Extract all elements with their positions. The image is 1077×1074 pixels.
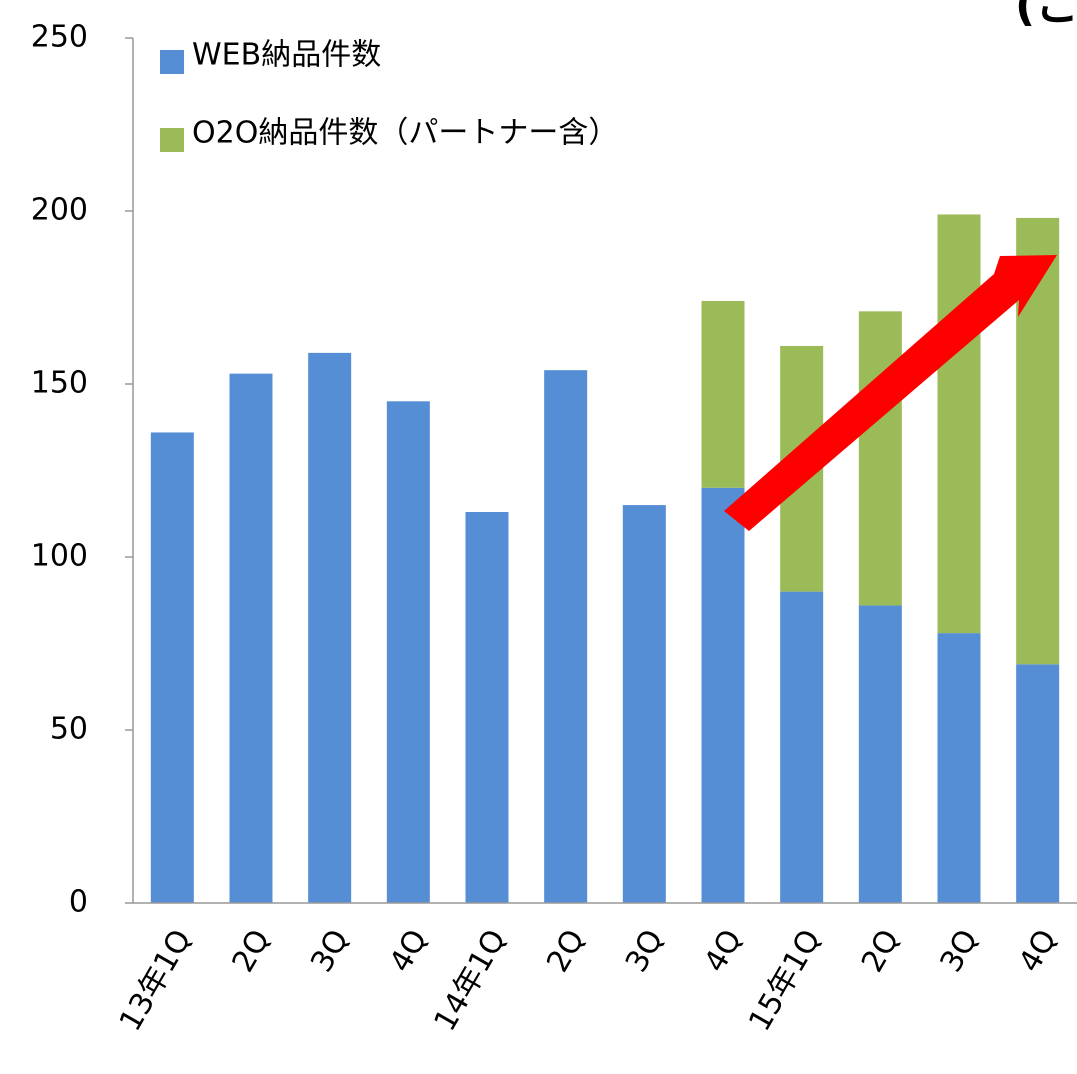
- x-tick-group: 4Q: [1012, 924, 1064, 978]
- bar: [544, 370, 588, 903]
- y-tick-label: 100: [31, 539, 88, 574]
- x-tick-group: 15年1Q: [742, 924, 828, 1038]
- bar: [858, 311, 902, 606]
- y-tick-label: 0: [69, 885, 88, 920]
- bar: [386, 401, 430, 903]
- x-tick-label: 2Q: [540, 924, 592, 978]
- x-tick-label: 3Q: [619, 924, 671, 978]
- y-tick-label: 150: [31, 366, 88, 401]
- x-tick-label: 4Q: [698, 924, 750, 978]
- y-tick-label: 250: [31, 20, 88, 55]
- x-tick-label: 4Q: [383, 924, 435, 978]
- x-tick-group: 2Q: [540, 924, 592, 978]
- bar: [465, 512, 509, 903]
- x-tick-group: 13年1Q: [113, 924, 199, 1038]
- x-tick-label: 3Q: [304, 924, 356, 978]
- x-tick-group: 3Q: [304, 924, 356, 978]
- x-tick-group: 14年1Q: [428, 924, 514, 1038]
- legend-swatch: [160, 50, 184, 74]
- annotation: (こ: [1015, 0, 1077, 31]
- bar: [150, 432, 194, 903]
- bar: [1016, 664, 1060, 903]
- x-tick-label: 3Q: [934, 924, 986, 978]
- bar: [308, 352, 352, 903]
- x-tick-group: 4Q: [383, 924, 435, 978]
- x-tick-group: 2Q: [226, 924, 278, 978]
- bar: [229, 373, 273, 903]
- x-tick-label: 2Q: [226, 924, 278, 978]
- bar: [780, 591, 824, 903]
- x-tick-label: 4Q: [1012, 924, 1064, 978]
- x-tick-group: 3Q: [934, 924, 986, 978]
- bar: [701, 487, 745, 903]
- legend-label: O2O納品件数（パートナー含）: [192, 116, 618, 151]
- x-tick-group: 3Q: [619, 924, 671, 978]
- trend-arrow: [724, 255, 1057, 531]
- x-tick-label: 14年1Q: [428, 924, 514, 1038]
- legend-swatch: [160, 128, 184, 152]
- bar: [858, 605, 902, 903]
- bar: [701, 300, 745, 488]
- x-tick-label: 13年1Q: [113, 924, 199, 1038]
- bar: [622, 505, 666, 903]
- x-tick-label: 15年1Q: [742, 924, 828, 1038]
- x-tick-group: 4Q: [698, 924, 750, 978]
- bar: [937, 214, 981, 634]
- y-tick-label: 200: [31, 193, 88, 228]
- bar: [937, 633, 981, 903]
- legend-label: WEB納品件数: [192, 38, 381, 73]
- y-tick-label: 50: [50, 712, 88, 747]
- x-tick-group: 2Q: [855, 924, 907, 978]
- x-tick-label: 2Q: [855, 924, 907, 978]
